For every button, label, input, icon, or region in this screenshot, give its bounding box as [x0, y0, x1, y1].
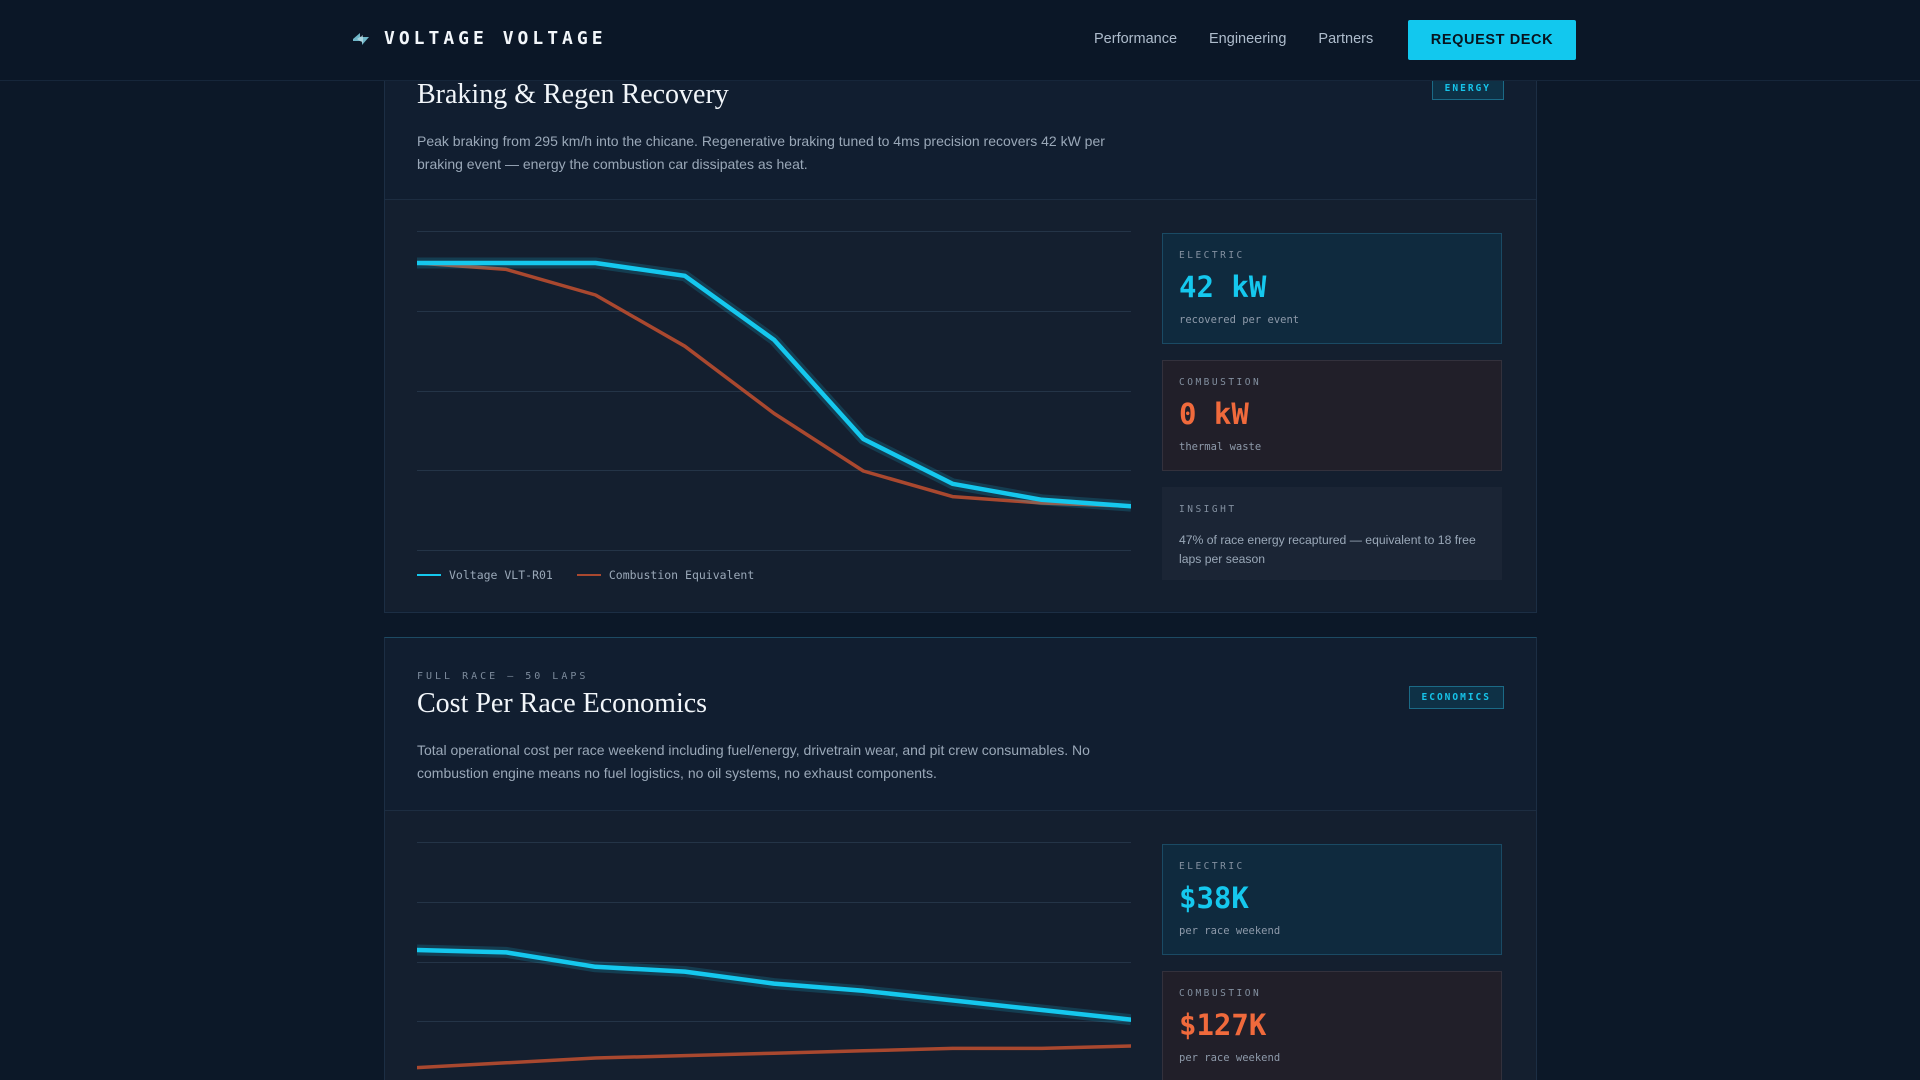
stat-value: 42 kW	[1179, 270, 1267, 304]
stat-label: INSIGHT	[1179, 504, 1237, 515]
braking-chart	[417, 231, 1131, 551]
top-nav-bar: VOLTAGE VOLTAGE Performance Engineering …	[0, 0, 1920, 81]
stat-card-electric: ELECTRIC 42 kW recovered per event	[1162, 233, 1502, 344]
request-deck-button[interactable]: REQUEST DECK	[1408, 20, 1576, 60]
legend-label: Combustion Equivalent	[608, 568, 755, 582]
bolt-icon	[353, 32, 369, 45]
nav-link-partners[interactable]: Partners	[1318, 31, 1374, 47]
stat-value: 0 kW	[1179, 397, 1249, 431]
series-line-electric	[417, 260, 1131, 509]
section-description: Peak braking from 295 km/h into the chic…	[417, 133, 1105, 172]
stat-caption: per race weekend	[1179, 1052, 1281, 1064]
chart-legend: Voltage VLT-R01 Combustion Equivalent	[417, 568, 778, 582]
stat-caption: per race weekend	[1179, 925, 1281, 937]
brand-logo[interactable]: VOLTAGE VOLTAGE	[351, 28, 607, 49]
section-eyebrow: FULL RACE — 50 LAPS	[417, 671, 589, 682]
brand-name: VOLTAGE VOLTAGE	[384, 28, 607, 49]
stat-value: $38K	[1179, 881, 1249, 915]
section-description: Total operational cost per race weekend …	[417, 742, 1090, 781]
stat-label: ELECTRIC	[1179, 861, 1245, 872]
braking-regen-section: Braking & Regen Recovery ENERGY Peak bra…	[384, 40, 1537, 613]
stat-label: ELECTRIC	[1179, 250, 1245, 261]
chart-panel: Voltage VLT-R01 Combustion Equivalent EL…	[385, 200, 1536, 611]
chart-panel: ELECTRIC $38K per race weekend COMBUSTIO…	[385, 811, 1536, 1080]
nav-link-performance[interactable]: Performance	[1094, 31, 1178, 47]
insight-card: INSIGHT 47% of race energy recaptured — …	[1162, 487, 1502, 580]
legend-item-combustion: Combustion Equivalent	[576, 568, 755, 582]
stat-value: $127K	[1179, 1008, 1267, 1042]
cost-chart	[417, 842, 1131, 1070]
stat-card-electric: ELECTRIC $38K per race weekend	[1162, 844, 1502, 955]
legend-swatch-combustion	[576, 574, 601, 576]
stat-card-combustion: COMBUSTION 0 kW thermal waste	[1162, 360, 1502, 471]
insight-text: 47% of race energy recaptured — equivale…	[1179, 533, 1476, 566]
stat-card-combustion: COMBUSTION $127K per race weekend	[1162, 971, 1502, 1080]
cost-economics-section: FULL RACE — 50 LAPS Cost Per Race Econom…	[384, 637, 1537, 1080]
section-title: Cost Per Race Economics	[417, 688, 708, 719]
legend-swatch-electric	[417, 574, 441, 576]
stat-label: COMBUSTION	[1179, 988, 1262, 999]
series-line-combustion	[417, 1044, 1131, 1070]
series-line-combustion	[417, 261, 1131, 508]
stat-caption: recovered per event	[1179, 314, 1300, 326]
series-line-glow-electric	[417, 257, 1131, 512]
section-divider	[385, 199, 1536, 200]
economics-tag: ECONOMICS	[1408, 686, 1504, 709]
stat-caption: thermal waste	[1179, 441, 1262, 453]
legend-label: Voltage VLT-R01	[449, 568, 553, 582]
stat-label: COMBUSTION	[1179, 377, 1262, 388]
series-line-electric	[417, 947, 1131, 1022]
nav-link-engineering[interactable]: Engineering	[1209, 31, 1287, 47]
section-title: Braking & Regen Recovery	[417, 79, 729, 110]
legend-item-electric: Voltage VLT-R01	[417, 568, 553, 582]
main-nav: Performance Engineering Partners	[1094, 31, 1405, 47]
section-divider	[385, 810, 1536, 811]
